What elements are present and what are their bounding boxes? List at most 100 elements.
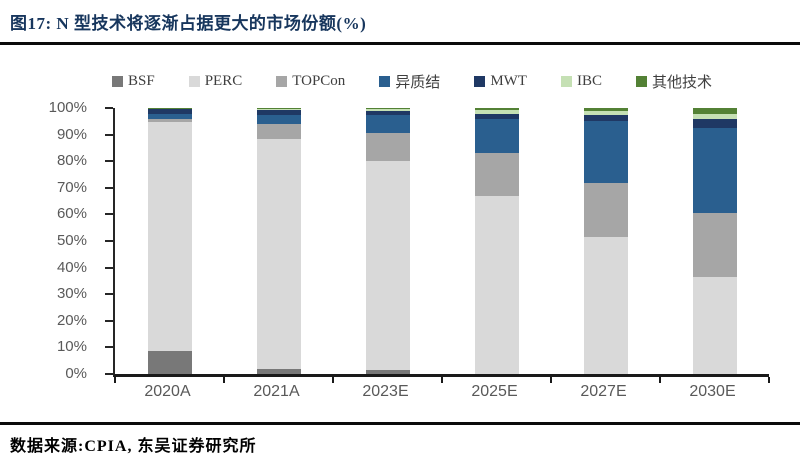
- y-axis-labels: 100% 90% 80% 70% 60% 50% 40% 30% 20% 10% 0%: [0, 99, 103, 382]
- x-axis-tick: [222, 377, 225, 383]
- bar-segment-IBC: [256, 108, 301, 111]
- y-axis-tick-label: 60%: [56, 205, 87, 223]
- legend-label: 其他技术: [652, 75, 713, 91]
- y-axis-tick: [105, 160, 113, 163]
- bar-stack-2021A: [256, 108, 301, 374]
- x-axis-category-label: 2023E: [362, 383, 409, 400]
- chart-title: 图17: N 型技术将逐渐占据更大的市场份额(%): [10, 14, 367, 33]
- y-axis-tick: [105, 346, 113, 349]
- bar-segment-其他技术: [147, 108, 192, 109]
- bar-segment-IBC: [474, 110, 519, 114]
- legend: BSF PERC TOPCon 异质结 MWT IBC 其他技术: [112, 71, 712, 92]
- plot-area: [105, 107, 770, 383]
- legend-item: BSF: [112, 73, 155, 90]
- y-axis-tick-label: 0%: [65, 365, 87, 382]
- legend-label: IBC: [576, 73, 602, 89]
- y-axis-tick: [105, 213, 113, 216]
- bar-segment-异质结: [474, 118, 519, 154]
- bar-stack-2023E: [365, 108, 410, 374]
- bar-segment-其他技术: [692, 108, 737, 114]
- legend-item: IBC: [560, 73, 602, 90]
- bar-stack-2025E: [474, 108, 519, 374]
- x-axis-tick: [114, 377, 116, 383]
- legend-swatch-icon: [276, 76, 288, 87]
- x-axis-category-label: 2020A: [144, 383, 191, 400]
- bar-segment-TOPCon: [583, 182, 628, 238]
- title-divider: [0, 42, 800, 45]
- legend-item: PERC: [188, 73, 243, 90]
- legend-swatch-icon: [112, 76, 123, 87]
- bar-segment-TOPCon: [256, 123, 301, 140]
- y-axis-tick: [105, 293, 113, 296]
- x-axis-category-label: 2021A: [253, 383, 300, 400]
- bars-container: [115, 108, 769, 374]
- y-axis-tick-label: 40%: [56, 258, 87, 276]
- legend-swatch-icon: [379, 76, 391, 87]
- footer-divider: [0, 422, 800, 425]
- y-axis-tick-label: 50%: [56, 232, 87, 249]
- legend-swatch-icon: [636, 76, 647, 87]
- bar-stack-2027E: [583, 108, 628, 374]
- y-axis-tick-label: 80%: [56, 152, 87, 170]
- bar-segment-IBC: [692, 113, 737, 120]
- bar-segment-MWT: [474, 113, 519, 119]
- legend-label: MWT: [490, 73, 527, 89]
- bar-segment-IBC: [147, 108, 192, 110]
- legend-item: 其他技术: [636, 71, 712, 92]
- bar-segment-MWT: [365, 110, 410, 115]
- bar-segment-异质结: [256, 115, 301, 124]
- source-note: 数据来源:CPIA, 东吴证券研究所: [10, 438, 257, 455]
- bar-segment-TOPCon: [474, 153, 519, 196]
- y-axis-tick: [105, 186, 113, 189]
- bar-segment-PERC: [583, 237, 628, 374]
- legend-label: BSF: [128, 73, 155, 89]
- x-axis-tick: [768, 377, 770, 383]
- legend-item: TOPCon: [276, 73, 345, 90]
- bar-segment-PERC: [256, 139, 301, 369]
- bar-slot: [442, 108, 551, 374]
- x-axis-tick: [659, 377, 661, 383]
- bar-segment-IBC: [365, 109, 410, 111]
- bar-slot: [333, 108, 442, 374]
- bar-segment-异质结: [147, 113, 192, 119]
- bar-segment-BSF: [365, 370, 410, 374]
- legend-label: TOPCon: [292, 73, 346, 89]
- legend-swatch-icon: [188, 76, 200, 87]
- bar-segment-IBC: [583, 111, 628, 115]
- bar-segment-PERC: [365, 161, 410, 371]
- y-axis-tick-label: 30%: [56, 285, 87, 303]
- bar-segment-BSF: [147, 350, 192, 374]
- y-axis-tick: [105, 319, 113, 322]
- x-axis-labels: 2020A 2021A 2023E 2025E 2027E 2030E: [113, 383, 767, 401]
- bar-slot: [224, 108, 333, 374]
- y-axis-tick-label: 10%: [56, 338, 87, 356]
- bar-slot: [115, 108, 224, 374]
- bar-segment-其他技术: [583, 108, 628, 112]
- bar-slot: [551, 108, 660, 374]
- bar-slot: [660, 108, 769, 374]
- bar-segment-PERC: [474, 195, 519, 374]
- bar-stack-2030E: [692, 108, 737, 374]
- x-axis-category-label: 2030E: [689, 383, 736, 400]
- x-axis-tick: [441, 377, 443, 383]
- x-axis-category-label: 2025E: [471, 383, 518, 400]
- x-axis-category-label: 2027E: [580, 383, 627, 400]
- x-axis-tick: [331, 377, 334, 383]
- y-axis-tick: [105, 373, 113, 375]
- bar-segment-异质结: [583, 121, 628, 183]
- bar-segment-MWT: [147, 109, 192, 114]
- y-axis-tick-label: 90%: [56, 125, 87, 143]
- bar-segment-MWT: [256, 110, 301, 116]
- y-axis-tick: [105, 133, 113, 136]
- bar-segment-BSF: [256, 368, 301, 374]
- legend-swatch-icon: [560, 76, 572, 87]
- bar-segment-PERC: [692, 276, 737, 374]
- bar-segment-PERC: [147, 121, 192, 351]
- y-axis-tick-label: 100%: [48, 99, 87, 116]
- bar-stack-2020A: [147, 108, 192, 374]
- bar-segment-其他技术: [256, 108, 301, 109]
- bar-segment-TOPCon: [365, 133, 410, 162]
- bar-segment-异质结: [365, 114, 410, 134]
- legend-swatch-icon: [474, 76, 486, 87]
- legend-label: PERC: [204, 73, 243, 89]
